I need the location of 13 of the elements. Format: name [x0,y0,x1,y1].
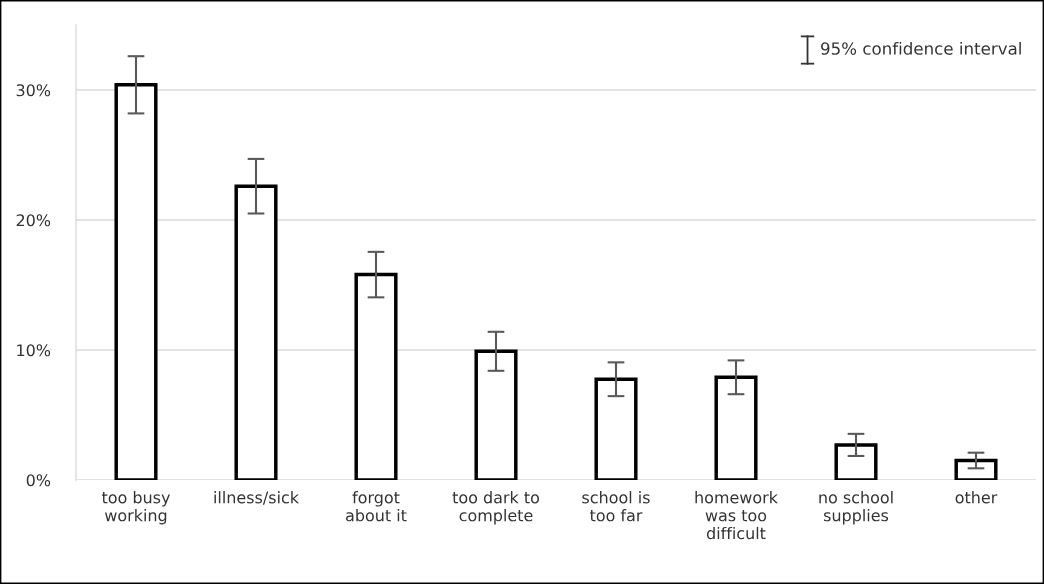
x-tick-label: too busy working [101,491,170,525]
x-tick-label: no school supplies [819,491,893,525]
x-tick-label: homework was too difficult [695,491,778,540]
x-tick-label: school is too far [582,491,650,522]
y-tick-label: 20% [16,214,51,227]
x-tick-label: too dark to complete [452,491,539,525]
x-tick-label: forgot about it [346,491,407,522]
y-tick-label: 0% [26,474,51,487]
annotation: 95% confidence interval [821,41,1021,55]
y-tick-label: 10% [17,344,51,357]
y-tick-label: 30% [16,84,51,97]
x-tick-label: illness/sick [214,491,299,505]
x-tick-label: other [955,491,998,504]
